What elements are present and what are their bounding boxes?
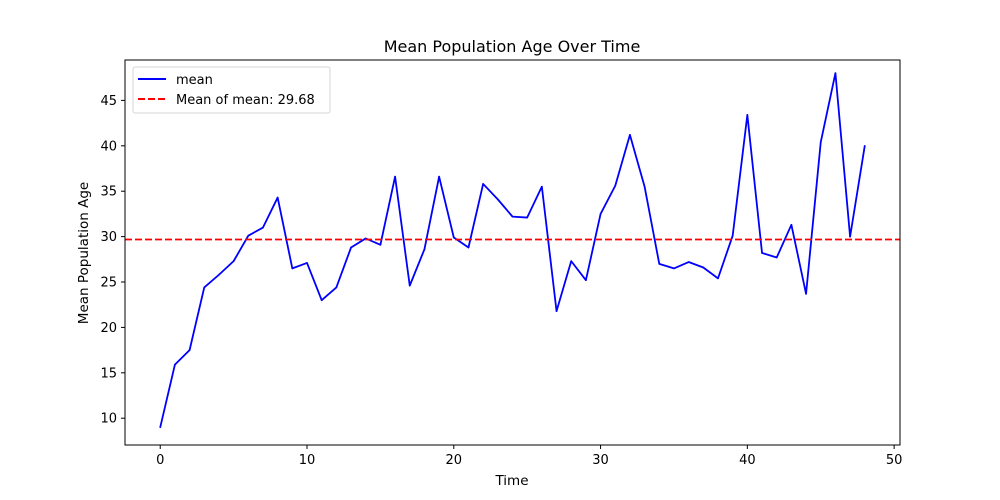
data-point-mean: [218, 273, 220, 276]
data-point-mean: [775, 256, 778, 259]
data-point-mean: [819, 141, 822, 143]
data-point-mean: [717, 277, 719, 280]
data-point-mean: [188, 349, 191, 351]
data-point-mean: [350, 246, 352, 249]
data-point-mean: [790, 224, 793, 226]
data-point-mean: [320, 299, 323, 301]
data-point-mean: [335, 286, 338, 289]
data-point-mean: [203, 286, 206, 289]
data-point-mean: [863, 145, 866, 147]
data-point-mean: [834, 72, 837, 74]
x-tick-label: 40: [739, 453, 756, 468]
data-point-mean: [555, 310, 558, 312]
y-tick-label: 30: [100, 230, 117, 245]
data-point-mean: [379, 243, 382, 246]
data-point-mean: [408, 284, 411, 287]
data-point-mean: [746, 114, 749, 116]
data-point-mean: [423, 248, 426, 251]
data-point-mean: [805, 293, 807, 295]
y-tick-label: 25: [100, 276, 117, 291]
data-point-mean: [262, 226, 264, 229]
x-tick-label: 20: [446, 453, 463, 468]
legend: mean Mean of mean: 29.68: [132, 66, 331, 114]
x-axis-label: Time: [494, 473, 528, 489]
x-tick-label: 10: [299, 453, 316, 468]
data-point-mean: [526, 216, 528, 219]
x-tick-label: 0: [156, 453, 164, 468]
data-point-mean: [658, 263, 661, 265]
y-axis-label: Mean Population Age: [76, 182, 92, 324]
data-point-mean: [731, 234, 734, 237]
y-tick-label: 20: [100, 321, 117, 336]
x-tick-label: 30: [592, 453, 609, 468]
data-point-mean: [159, 426, 162, 429]
data-point-mean: [291, 267, 294, 270]
series-line-mean: [159, 72, 866, 428]
chart-title: Mean Population Age Over Time: [384, 37, 641, 56]
plot-area: [125, 72, 900, 429]
x-tick-label: 50: [886, 453, 903, 468]
y-tick-label: 40: [100, 139, 117, 154]
legend-box: [132, 66, 331, 114]
data-point-mean: [232, 260, 235, 262]
data-point-mean: [570, 260, 573, 262]
data-point-mean: [849, 235, 851, 238]
data-point-mean: [614, 184, 617, 187]
data-point-mean: [497, 198, 499, 201]
data-point-mean: [673, 267, 675, 270]
y-axis-ticks: 10 15 20 25 30 35 40 45: [100, 94, 125, 427]
data-point-mean: [687, 261, 690, 263]
data-point-mean: [643, 185, 646, 188]
data-point-mean: [276, 196, 279, 199]
legend-label-mean-of-mean: Mean of mean: 29.68: [176, 93, 315, 108]
data-point-mean: [247, 234, 250, 237]
x-axis-ticks: 0 10 20 30 40 50: [156, 445, 902, 468]
y-tick-label: 15: [100, 366, 117, 381]
data-point-mean: [511, 215, 514, 218]
data-point-mean: [438, 175, 440, 178]
data-point-mean: [541, 185, 543, 188]
data-point-mean: [482, 183, 484, 185]
data-point-mean: [174, 363, 176, 366]
y-tick-label: 35: [100, 185, 117, 200]
data-point-mean: [761, 252, 763, 254]
data-point-mean: [394, 175, 396, 178]
plot-frame: [124, 59, 901, 446]
data-point-mean: [585, 279, 587, 281]
legend-label-mean: mean: [176, 73, 213, 88]
data-point-mean: [452, 236, 455, 239]
y-tick-label: 10: [100, 412, 117, 427]
data-point-mean: [467, 246, 470, 249]
data-point-mean: [599, 213, 602, 215]
data-point-mean: [702, 266, 705, 269]
data-point-mean: [306, 262, 308, 264]
y-tick-label: 45: [100, 94, 117, 109]
data-point-mean: [629, 134, 631, 136]
